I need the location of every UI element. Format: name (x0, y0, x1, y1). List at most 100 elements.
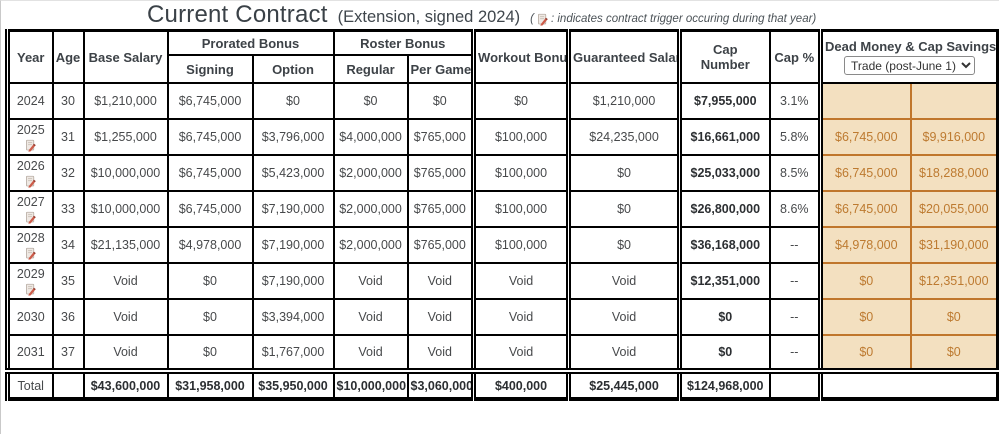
contract-trigger-icon (26, 211, 36, 224)
cell-total-age (51, 368, 85, 400)
cell-roster-regular: $4,000,000 (332, 118, 409, 156)
cell-cap-number: $36,168,000 (677, 226, 771, 264)
cell-guaranteed-salary: $24,235,000 (566, 118, 681, 156)
cell-cap-savings: $0 (909, 334, 999, 372)
cell-roster-regular: Void (332, 298, 409, 336)
year-label: 2029 (16, 266, 45, 281)
cell-base-salary: $1,255,000 (82, 118, 169, 156)
page-title: Current Contract (147, 1, 328, 28)
year-label: 2031 (16, 344, 45, 359)
year-label: 2027 (16, 194, 45, 209)
cell-roster-regular: $2,000,000 (332, 190, 409, 228)
cell-option-bonus: $1,767,000 (251, 334, 335, 372)
contract-year-row: 2029 35 Void $0 $7,190,000 Void Void Voi… (6, 262, 999, 300)
cell-total-signing-bonus: $31,958,000 (166, 368, 254, 400)
year-label: 2024 (16, 93, 45, 108)
year-label: 2028 (16, 230, 45, 245)
cell-guaranteed-salary: Void (566, 334, 681, 372)
trigger-note-open: ( (530, 13, 534, 25)
dead-money-scenario-select[interactable]: Trade (post-June 1) (844, 56, 976, 75)
cell-signing-bonus: $0 (166, 298, 254, 336)
contract-year-row: 2031 37 Void $0 $1,767,000 Void Void Voi… (6, 334, 999, 372)
cell-total-cap-pct (768, 368, 822, 400)
cell-age: 34 (51, 226, 85, 264)
cell-base-salary: Void (82, 262, 169, 300)
cell-cap-number: $16,661,000 (677, 118, 771, 156)
cell-total-roster-regular: $10,000,000 (332, 368, 409, 400)
cell-total-option-bonus: $35,950,000 (251, 368, 335, 400)
year-label: 2030 (16, 309, 45, 324)
col-header-year: Year (6, 29, 54, 84)
cell-base-salary: Void (82, 334, 169, 372)
cell-workout-bonus: Void (471, 298, 570, 336)
cell-year: 2030 (6, 298, 54, 336)
col-header-base-salary: Base Salary (82, 29, 169, 84)
cell-signing-bonus: $6,745,000 (166, 118, 254, 156)
cell-cap-savings: $0 (909, 298, 999, 336)
col-header-option: Option (251, 54, 335, 84)
col-header-workout-bonus: Workout Bonus (471, 29, 570, 84)
col-header-per-game: Per Game (406, 54, 475, 84)
cell-guaranteed-salary: $0 (566, 226, 681, 264)
cell-dead-money: $0 (818, 334, 912, 372)
contract-rows: 2024 30 $1,210,000 $6,745,000 $0 $0 $0 $… (6, 82, 999, 372)
cell-cap-number: $0 (677, 334, 771, 372)
cell-option-bonus: $7,190,000 (251, 262, 335, 300)
cell-total-roster-per-game: $3,060,000 (406, 368, 475, 400)
cell-option-bonus: $3,394,000 (251, 298, 335, 336)
cell-signing-bonus: $6,745,000 (166, 190, 254, 228)
contract-trigger-icon (26, 139, 36, 152)
cell-workout-bonus: $100,000 (471, 190, 570, 228)
contract-year-row: 2025 31 $1,255,000 $6,745,000 $3,796,000… (6, 118, 999, 156)
cell-dead-money: $6,745,000 (818, 118, 912, 156)
cell-age: 37 (51, 334, 85, 372)
cell-age: 35 (51, 262, 85, 300)
col-header-cap-number: Cap Number (677, 29, 771, 84)
cell-age: 36 (51, 298, 85, 336)
contract-table: Year Age Base Salary Prorated Bonus Rost… (5, 29, 999, 401)
cell-total-cap-number: $124,968,000 (677, 368, 771, 400)
cell-total-workout-bonus: $400,000 (471, 368, 570, 400)
cell-cap-savings (909, 82, 999, 120)
cell-dead-money: $0 (818, 262, 912, 300)
cell-roster-regular: $2,000,000 (332, 226, 409, 264)
cell-roster-regular: Void (332, 262, 409, 300)
col-header-dead-money: Dead Money & Cap Savings Trade (post-Jun… (818, 29, 999, 84)
trigger-note-text: : indicates contract trigger occuring du… (550, 13, 817, 25)
contract-trigger-icon (538, 13, 548, 26)
cell-cap-pct: 5.8% (768, 118, 822, 156)
cell-signing-bonus: $4,978,000 (166, 226, 254, 264)
contract-trigger-icon (26, 283, 36, 296)
cell-dead-money (818, 82, 912, 120)
contract-year-row: 2027 33 $10,000,000 $6,745,000 $7,190,00… (6, 190, 999, 228)
cell-base-salary: $1,210,000 (82, 82, 169, 120)
cell-signing-bonus: $0 (166, 334, 254, 372)
cell-guaranteed-salary: Void (566, 262, 681, 300)
cell-dead-money: $4,978,000 (818, 226, 912, 264)
cell-age: 32 (51, 154, 85, 192)
cell-cap-savings: $9,916,000 (909, 118, 999, 156)
cell-cap-pct: 8.6% (768, 190, 822, 228)
cell-roster-per-game: Void (406, 262, 475, 300)
cell-age: 31 (51, 118, 85, 156)
cell-cap-pct: -- (768, 262, 822, 300)
cell-cap-number: $0 (677, 298, 771, 336)
cell-option-bonus: $7,190,000 (251, 190, 335, 228)
cell-roster-per-game: $765,000 (406, 118, 475, 156)
cell-total-guaranteed-salary: $25,445,000 (566, 368, 681, 400)
cell-year: 2026 (6, 154, 54, 192)
cell-roster-per-game: $765,000 (406, 154, 475, 192)
col-header-cap-pct: Cap % (768, 29, 822, 84)
cell-year: 2028 (6, 226, 54, 264)
cell-cap-pct: -- (768, 298, 822, 336)
cell-roster-per-game: Void (406, 298, 475, 336)
trigger-note: ( : indicates contract trigger occuring … (530, 13, 816, 26)
col-header-signing: Signing (166, 54, 254, 84)
cell-workout-bonus: Void (471, 334, 570, 372)
cell-roster-regular: Void (332, 334, 409, 372)
contract-year-row: 2024 30 $1,210,000 $6,745,000 $0 $0 $0 $… (6, 82, 999, 120)
cell-option-bonus: $5,423,000 (251, 154, 335, 192)
cell-dead-money: $6,745,000 (818, 190, 912, 228)
cell-total-base-salary: $43,600,000 (82, 368, 169, 400)
